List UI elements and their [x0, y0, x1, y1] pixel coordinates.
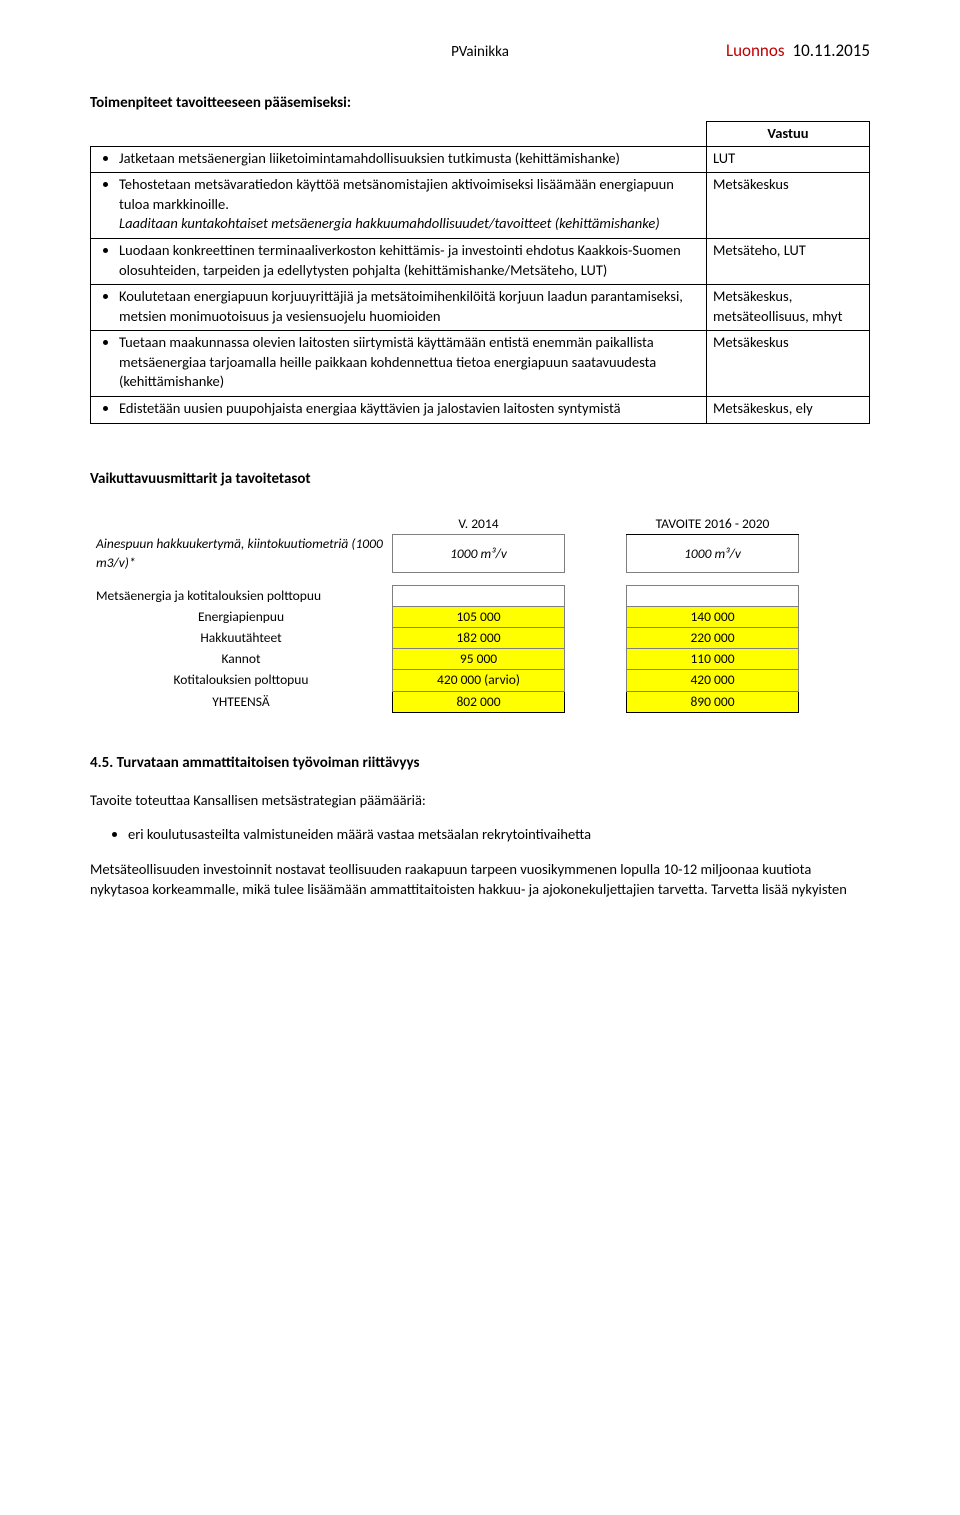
section-workforce: 4.5. Turvataan ammattitaitoisen työvoima…	[90, 753, 870, 900]
metric-label: YHTEENSÄ	[90, 691, 393, 712]
section-actions-title: Toimenpiteet tavoitteeseen pääsemiseksi:	[90, 93, 870, 113]
ainespuu-label: Ainespuun hakkuukertymä, kiintokuutiomet…	[90, 534, 393, 572]
vastuu-cell: Metsäkeskus, metsäteollisuus, mhyt	[707, 285, 870, 331]
metrics-table: V. 2014 TAVOITE 2016 - 2020 Ainespuun ha…	[90, 514, 799, 713]
action-item: Edistetään uusien puupohjaista energiaa …	[119, 399, 700, 419]
unit-cell: 1000 m³/v	[627, 534, 799, 572]
para-intro: Tavoite toteuttaa Kansallisen metsästrat…	[90, 791, 870, 811]
metric-tavoite: 140 000	[627, 606, 799, 627]
page: PVainikka Luonnos 10.11.2015 Toimenpiteet…	[0, 0, 960, 953]
metric-tavoite: 220 000	[627, 627, 799, 648]
table-row: Edistetään uusien puupohjaista energiaa …	[91, 396, 870, 423]
metric-v2014: 105 000	[393, 606, 565, 627]
metric-v2014: 802 000	[393, 691, 565, 712]
action-item: Tehostetaan metsävaratiedon käyttöä mets…	[119, 175, 700, 234]
metric-v2014: 420 000 (arvio)	[393, 670, 565, 691]
metric-label: Kannot	[90, 649, 393, 670]
document-date: 10.11.2015	[792, 40, 870, 61]
table-row: Koulutetaan energiapuun korjuuyrittäjiä …	[91, 285, 870, 331]
para-body: Metsäteollisuuden investoinnit nostavat …	[90, 860, 870, 899]
metric-label: Kotitalouksien polttopuu	[90, 670, 393, 691]
col-header-2014: V. 2014	[393, 514, 565, 535]
metric-row: Kannot 95 000 110 000	[90, 649, 799, 670]
vastuu-cell: Metsäteho, LUT	[707, 239, 870, 285]
vastuu-header: Vastuu	[707, 122, 870, 147]
metric-tavoite: 110 000	[627, 649, 799, 670]
action-item: Koulutetaan energiapuun korjuuyrittäjiä …	[119, 287, 700, 326]
metric-tavoite: 420 000	[627, 670, 799, 691]
action-item: Tuetaan maakunnassa olevien laitosten si…	[119, 333, 700, 392]
bullet-item: eri koulutusasteilta valmistuneiden määr…	[128, 825, 870, 845]
unit-cell: 1000 m³/v	[393, 534, 565, 572]
table-row: Luodaan konkreettinen terminaaliverkosto…	[91, 239, 870, 285]
col-header-tavoite: TAVOITE 2016 - 2020	[627, 514, 799, 535]
metric-row: YHTEENSÄ 802 000 890 000	[90, 691, 799, 712]
action-subitem: Laaditaan kuntakohtaiset metsäenergia ha…	[119, 214, 700, 234]
action-item: Luodaan konkreettinen terminaaliverkosto…	[119, 241, 700, 280]
metric-v2014: 95 000	[393, 649, 565, 670]
metric-label: Hakkuutähteet	[90, 627, 393, 648]
actions-table: Vastuu Jatketaan metsäenergian liiketoim…	[90, 121, 870, 423]
metric-tavoite: 890 000	[627, 691, 799, 712]
vastuu-cell: Metsäkeskus, ely	[707, 396, 870, 423]
vastuu-cell: LUT	[707, 146, 870, 173]
draft-label: Luonnos	[726, 40, 785, 61]
metric-label: Energiapienpuu	[90, 606, 393, 627]
section-workforce-title: 4.5. Turvataan ammattitaitoisen työvoima…	[90, 753, 870, 773]
table-row: Jatketaan metsäenergian liiketoimintamah…	[91, 146, 870, 173]
metric-v2014: 182 000	[393, 627, 565, 648]
metric-row: Energiapienpuu 105 000 140 000	[90, 606, 799, 627]
group-label: Metsäenergia ja kotitalouksien polttopuu	[90, 586, 393, 606]
table-row: Tuetaan maakunnassa olevien laitosten si…	[91, 331, 870, 397]
vastuu-cell: Metsäkeskus	[707, 331, 870, 397]
author-name: PVainikka	[451, 43, 509, 61]
section-metrics: Vaikuttavuusmittarit ja tavoitetasot V. …	[90, 469, 870, 713]
table-row: Tehostetaan metsävaratiedon käyttöä mets…	[91, 173, 870, 239]
page-header: PVainikka Luonnos 10.11.2015	[90, 40, 870, 63]
section-metrics-title: Vaikuttavuusmittarit ja tavoitetasot	[90, 469, 870, 489]
action-item: Jatketaan metsäenergian liiketoimintamah…	[119, 149, 700, 169]
vastuu-cell: Metsäkeskus	[707, 173, 870, 239]
section-actions: Toimenpiteet tavoitteeseen pääsemiseksi:…	[90, 93, 870, 424]
metric-row: Kotitalouksien polttopuu 420 000 (arvio)…	[90, 670, 799, 691]
metric-row: Hakkuutähteet 182 000 220 000	[90, 627, 799, 648]
